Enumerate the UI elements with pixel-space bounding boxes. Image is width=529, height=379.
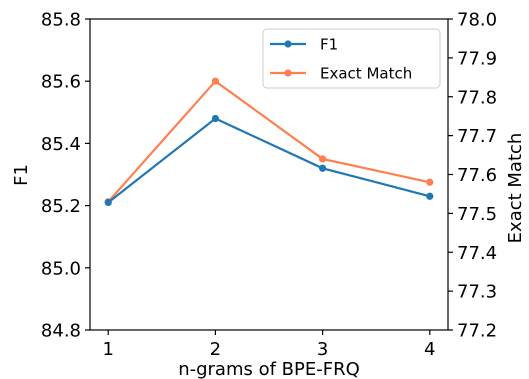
right-tick-label: 78.0 (457, 10, 497, 31)
left-axis-ticks: 84.8 85.0 85.2 85.4 85.6 85.8 (41, 10, 90, 342)
f1-series-line (107, 117, 431, 204)
series-layer (104, 77, 434, 207)
right-tick-label: 77.9 (457, 48, 497, 69)
right-tick-label: 77.8 (457, 87, 497, 108)
x-tick-label: 4 (424, 339, 435, 360)
f1-point (318, 164, 327, 172)
x-axis-title: n-grams of BPE-FRQ (178, 359, 360, 379)
right-tick-label: 77.7 (457, 126, 497, 147)
x-axis-ticks: 1 2 3 4 (102, 330, 436, 360)
legend-f1-label: F1 (320, 36, 338, 54)
right-tick-label: 77.4 (457, 243, 497, 264)
right-tick-label: 77.2 (457, 321, 497, 342)
right-tick-label: 77.5 (457, 204, 497, 225)
left-axis-title: F1 (11, 164, 32, 186)
exact-match-point (318, 155, 327, 163)
f1-point (211, 114, 220, 123)
legend-exact-match-marker (284, 69, 292, 77)
exact-match-point (211, 77, 220, 85)
right-axis-ticks: 77.2 77.3 77.4 77.5 77.6 77.7 77.8 77.9 78.0 (448, 10, 497, 342)
legend-box (262, 28, 441, 89)
left-tick-label: 84.8 (41, 321, 81, 342)
x-tick-label: 2 (210, 339, 221, 360)
left-tick-label: 85.0 (41, 258, 81, 279)
exact-match-series-line (107, 79, 431, 203)
legend-exact-match-label: Exact Match (320, 65, 412, 83)
left-tick-label: 85.2 (41, 196, 81, 217)
left-tick-label: 85.8 (41, 10, 81, 31)
exact-match-point (426, 178, 434, 186)
x-tick-label: 1 (102, 339, 113, 360)
legend-f1-marker (284, 40, 292, 48)
legend: F1 Exact Match (262, 28, 441, 89)
f1-point (104, 198, 112, 207)
f1-point (426, 192, 434, 200)
left-tick-label: 85.6 (41, 72, 81, 93)
right-tick-label: 77.6 (457, 165, 497, 186)
x-tick-label: 3 (317, 339, 328, 360)
right-axis-title: Exact Match (505, 133, 526, 244)
right-tick-label: 77.3 (457, 282, 497, 303)
left-tick-label: 85.4 (41, 134, 81, 155)
